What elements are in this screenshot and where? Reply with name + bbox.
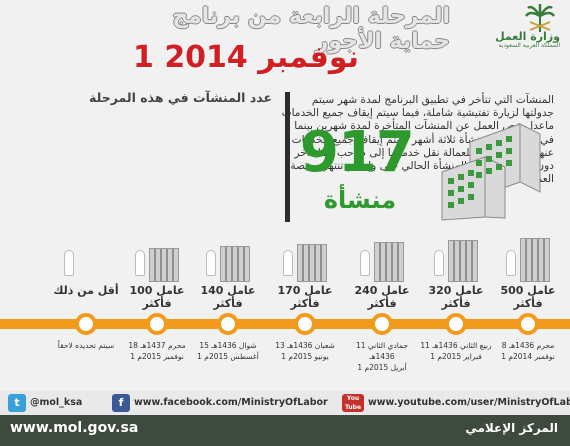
stage-building-icon bbox=[520, 238, 550, 282]
footer-links: t @mol_ksa f www.facebook.com/MinistryOf… bbox=[0, 391, 570, 415]
timeline-bar bbox=[0, 319, 570, 329]
website-link[interactable]: www.mol.gov.sa bbox=[10, 420, 139, 436]
stage-label: أقل من ذلك bbox=[53, 284, 119, 297]
facebook-link[interactable]: www.facebook.com/MinistryOfLabor bbox=[134, 397, 328, 408]
timeline-dot bbox=[371, 313, 393, 335]
worker-icon bbox=[64, 250, 74, 276]
count-heading: عدد المنشآت في هذه المرحلة bbox=[89, 90, 272, 105]
timeline-dot bbox=[445, 313, 467, 335]
twitter-icon[interactable]: t bbox=[8, 394, 26, 412]
timeline-dot bbox=[517, 313, 539, 335]
stage-date: سيتم تحديده لاحقاً bbox=[57, 341, 115, 350]
logo-subtitle: المملكة العربية السعودية bbox=[498, 42, 560, 49]
ministry-logo bbox=[462, 4, 562, 48]
timeline-dot bbox=[217, 313, 239, 335]
worker-icon bbox=[360, 250, 370, 276]
vertical-divider bbox=[285, 92, 290, 222]
logo-title: وزارة العمل bbox=[495, 30, 560, 43]
worker-icon bbox=[434, 250, 444, 276]
stage-date: 15 شوال 1436هـ 1 أغسطس 2015م bbox=[197, 341, 259, 361]
stage-building-icon bbox=[374, 242, 404, 282]
stage-label: 170 عامل فأكثر bbox=[277, 284, 333, 310]
youtube-link[interactable]: www.youtube.com/user/MinistryOfLabor bbox=[368, 397, 570, 408]
worker-icon bbox=[283, 250, 293, 276]
stage-label: 140 عامل فأكثر bbox=[200, 284, 256, 310]
footer-bar bbox=[0, 415, 570, 446]
page-title: المرحلة الرابعة من برنامج حماية الأجور bbox=[172, 4, 450, 54]
stage-date: 11 ربيع الثاني 1436هـ 1 فبراير 2015م bbox=[420, 341, 492, 361]
stage-building-icon bbox=[220, 246, 250, 282]
stage-building-icon bbox=[448, 240, 478, 282]
stage-label: 240 عامل فأكثر bbox=[354, 284, 410, 310]
stage-label: 100 عامل فأكثر bbox=[129, 284, 185, 310]
youtube-icon[interactable]: You Tube bbox=[342, 394, 364, 412]
facebook-icon[interactable]: f bbox=[112, 394, 130, 412]
stage-building-icon bbox=[149, 248, 179, 282]
buildings-illustration-icon bbox=[441, 123, 541, 221]
worker-icon bbox=[506, 250, 516, 276]
stage-building-icon bbox=[297, 244, 327, 282]
palm-emblem-icon bbox=[524, 4, 556, 32]
timeline-dot bbox=[75, 313, 97, 335]
count-number: 917 bbox=[300, 120, 415, 185]
stage-label: 320 عامل فأكثر bbox=[428, 284, 484, 310]
timeline-dot bbox=[294, 313, 316, 335]
stage-label: 500 عامل فأكثر bbox=[500, 284, 556, 310]
stage-date: 11 جمادي الثاني 1436هـ 1 أبريل 2015م bbox=[355, 341, 409, 372]
worker-icon bbox=[135, 250, 145, 276]
stage-date: 13 شعبان 1436هـ 1 يونيو 2015م bbox=[275, 341, 335, 361]
count-unit: منشأة bbox=[323, 186, 397, 214]
stage-date: 8 محرم 1436هـ 1 نوفمبر 2014م bbox=[501, 341, 555, 361]
media-center-label: المركز الإعلامي bbox=[465, 421, 558, 435]
stage-date: 18 محرم 1437هـ 1 نوفمبر 2015م bbox=[128, 341, 186, 361]
timeline-dot bbox=[146, 313, 168, 335]
twitter-link[interactable]: @mol_ksa bbox=[30, 397, 83, 408]
worker-icon bbox=[206, 250, 216, 276]
phase-date: 1 نوفمبر 2014 bbox=[132, 40, 359, 75]
